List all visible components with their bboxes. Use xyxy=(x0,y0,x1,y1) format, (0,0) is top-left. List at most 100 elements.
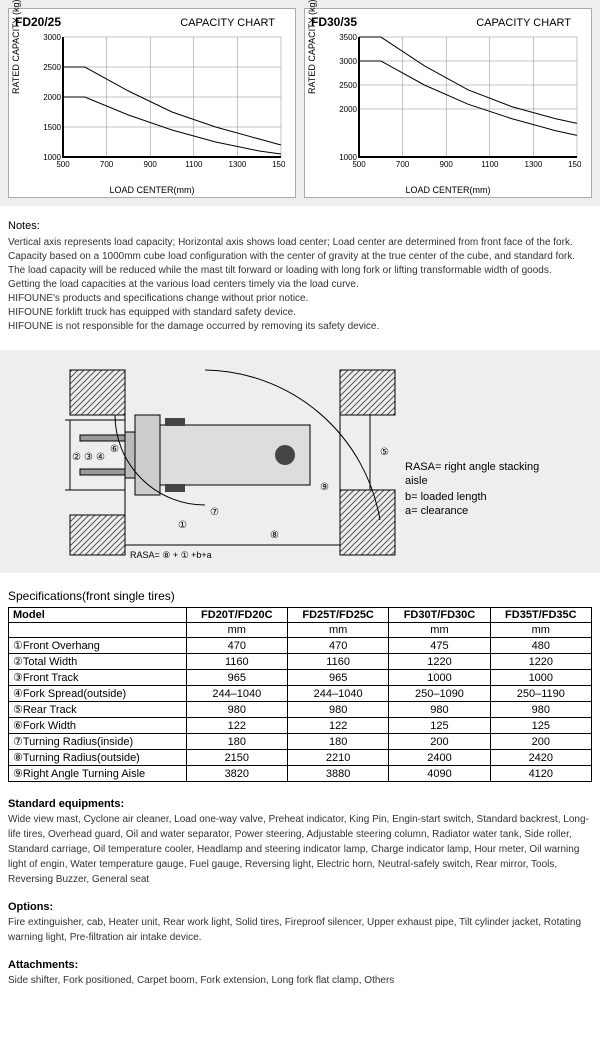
svg-text:900: 900 xyxy=(144,160,158,169)
cell: 250–1190 xyxy=(490,686,591,702)
cell: 1160 xyxy=(287,654,388,670)
row-label: ⑤Rear Track xyxy=(9,702,187,718)
svg-text:2000: 2000 xyxy=(339,105,357,114)
chart-fd30-35: FD30/35 CAPACITY CHART RATED CAPACITY (k… xyxy=(304,8,592,198)
row-label: ②Total Width xyxy=(9,654,187,670)
chart-model-label: FD20/25 xyxy=(15,15,61,29)
row-label: ⑨Right Angle Turning Aisle xyxy=(9,766,187,782)
svg-text:700: 700 xyxy=(396,160,410,169)
turning-diagram-svg: ② ③ ④ ⑦ ① ⑧ ⑨ ⑤ ⑥ RASA= ⑧ + ① +b+a RASA=… xyxy=(10,360,590,560)
cell: 1160 xyxy=(186,654,287,670)
diagram-formula: RASA= ⑧ + ① +b+a xyxy=(130,550,212,560)
chart-fd20-25: FD20/25 CAPACITY CHART RATED CAPACITY (k… xyxy=(8,8,296,198)
col-header: FD25T/FD25C xyxy=(287,608,388,623)
cell: 122 xyxy=(287,718,388,734)
std-equip-title: Standard equipments: xyxy=(0,794,600,812)
notes-line: Vertical axis represents load capacity; … xyxy=(8,236,592,250)
table-row: ⑥Fork Width122122125125 xyxy=(9,718,592,734)
cell: 475 xyxy=(389,638,490,654)
cell: 3820 xyxy=(186,766,287,782)
svg-text:②: ② xyxy=(72,452,81,463)
options-text: Fire extinguisher, cab, Heater unit, Rea… xyxy=(0,915,600,955)
options-title: Options: xyxy=(0,897,600,915)
svg-text:700: 700 xyxy=(100,160,114,169)
cell: 965 xyxy=(287,670,388,686)
row-label: ④Fork Spread(outside) xyxy=(9,686,187,702)
notes-line: HIFOUNE forklift truck has equipped with… xyxy=(8,306,592,320)
cell: 180 xyxy=(287,734,388,750)
svg-text:1100: 1100 xyxy=(185,160,203,169)
table-row: ⑦Turning Radius(inside)180180200200 xyxy=(9,734,592,750)
chart-svg: 1000200025003000350050070090011001300150… xyxy=(335,33,581,173)
svg-text:3000: 3000 xyxy=(43,33,61,42)
cell: 200 xyxy=(389,734,490,750)
table-row: ⑧Turning Radius(outside)2150221024002420 xyxy=(9,750,592,766)
std-equip-text: Wide view mast, Cyclone air cleaner, Loa… xyxy=(0,812,600,897)
row-label: ①Front Overhang xyxy=(9,638,187,654)
notes-line: Getting the load capacities at the vario… xyxy=(8,278,592,292)
cell: 980 xyxy=(186,702,287,718)
cell: 122 xyxy=(186,718,287,734)
svg-text:③: ③ xyxy=(84,452,93,463)
notes-line: HIFOUNE's products and specifications ch… xyxy=(8,292,592,306)
cell: 3880 xyxy=(287,766,388,782)
row-label: ⑦Turning Radius(inside) xyxy=(9,734,187,750)
cell: 470 xyxy=(287,638,388,654)
legend-rasa: RASA= right angle stacking xyxy=(405,461,539,473)
cell: 980 xyxy=(287,702,388,718)
cell: 470 xyxy=(186,638,287,654)
attachments-text: Side shifter, Fork positioned, Carpet bo… xyxy=(0,973,600,998)
cell: 244–1040 xyxy=(287,686,388,702)
svg-text:2500: 2500 xyxy=(339,81,357,90)
svg-text:1300: 1300 xyxy=(525,160,543,169)
cell: 965 xyxy=(186,670,287,686)
svg-text:3500: 3500 xyxy=(339,33,357,42)
svg-text:3000: 3000 xyxy=(339,57,357,66)
cell: 250–1090 xyxy=(389,686,490,702)
notes-line: HIFOUNE is not responsible for the damag… xyxy=(8,320,592,334)
table-row: ②Total Width1160116012201220 xyxy=(9,654,592,670)
cell: 480 xyxy=(490,638,591,654)
svg-text:2000: 2000 xyxy=(43,93,61,102)
svg-text:⑤: ⑤ xyxy=(380,447,389,458)
cell: 244–1040 xyxy=(186,686,287,702)
cell: 980 xyxy=(389,702,490,718)
chart-svg: 1000150020002500300050070090011001300150… xyxy=(39,33,285,173)
cell: 2150 xyxy=(186,750,287,766)
capacity-charts-panel: FD20/25 CAPACITY CHART RATED CAPACITY (k… xyxy=(0,0,600,206)
svg-text:500: 500 xyxy=(56,160,70,169)
svg-text:2500: 2500 xyxy=(43,63,61,72)
col-header: FD35T/FD35C xyxy=(490,608,591,623)
cell: 1000 xyxy=(490,670,591,686)
row-label: ③Front Track xyxy=(9,670,187,686)
spec-table: Model FD20T/FD20C FD25T/FD25C FD30T/FD30… xyxy=(8,607,592,782)
svg-text:①: ① xyxy=(178,520,187,531)
svg-text:⑨: ⑨ xyxy=(320,482,329,493)
cell: 125 xyxy=(389,718,490,734)
notes-title: Notes: xyxy=(8,220,592,232)
notes-section: Notes: Vertical axis represents load cap… xyxy=(0,216,600,346)
svg-text:④: ④ xyxy=(96,452,105,463)
svg-text:1500: 1500 xyxy=(43,123,61,132)
col-header: FD20T/FD20C xyxy=(186,608,287,623)
row-label: ⑥Fork Width xyxy=(9,718,187,734)
svg-text:⑦: ⑦ xyxy=(210,507,219,518)
notes-line: The load capacity will be reduced while … xyxy=(8,264,592,278)
cell: 2400 xyxy=(389,750,490,766)
chart-ylabel: RATED CAPACITY (kg) xyxy=(11,0,21,94)
svg-text:⑧: ⑧ xyxy=(270,530,279,541)
cell: 1000 xyxy=(389,670,490,686)
svg-text:1500: 1500 xyxy=(568,160,581,169)
legend-b: b= loaded length xyxy=(405,491,487,503)
cell: 180 xyxy=(186,734,287,750)
cell: 200 xyxy=(490,734,591,750)
chart-ylabel: RATED CAPACITY (kg) xyxy=(307,0,317,94)
cell: 4090 xyxy=(389,766,490,782)
chart-title: CAPACITY CHART xyxy=(476,17,571,29)
table-unit-row: mm mm mm mm xyxy=(9,623,592,638)
cell: 2210 xyxy=(287,750,388,766)
table-row: ③Front Track96596510001000 xyxy=(9,670,592,686)
legend-a: a= clearance xyxy=(405,505,468,517)
turning-diagram-panel: ② ③ ④ ⑦ ① ⑧ ⑨ ⑤ ⑥ RASA= ⑧ + ① +b+a RASA=… xyxy=(0,350,600,573)
table-row: ①Front Overhang470470475480 xyxy=(9,638,592,654)
